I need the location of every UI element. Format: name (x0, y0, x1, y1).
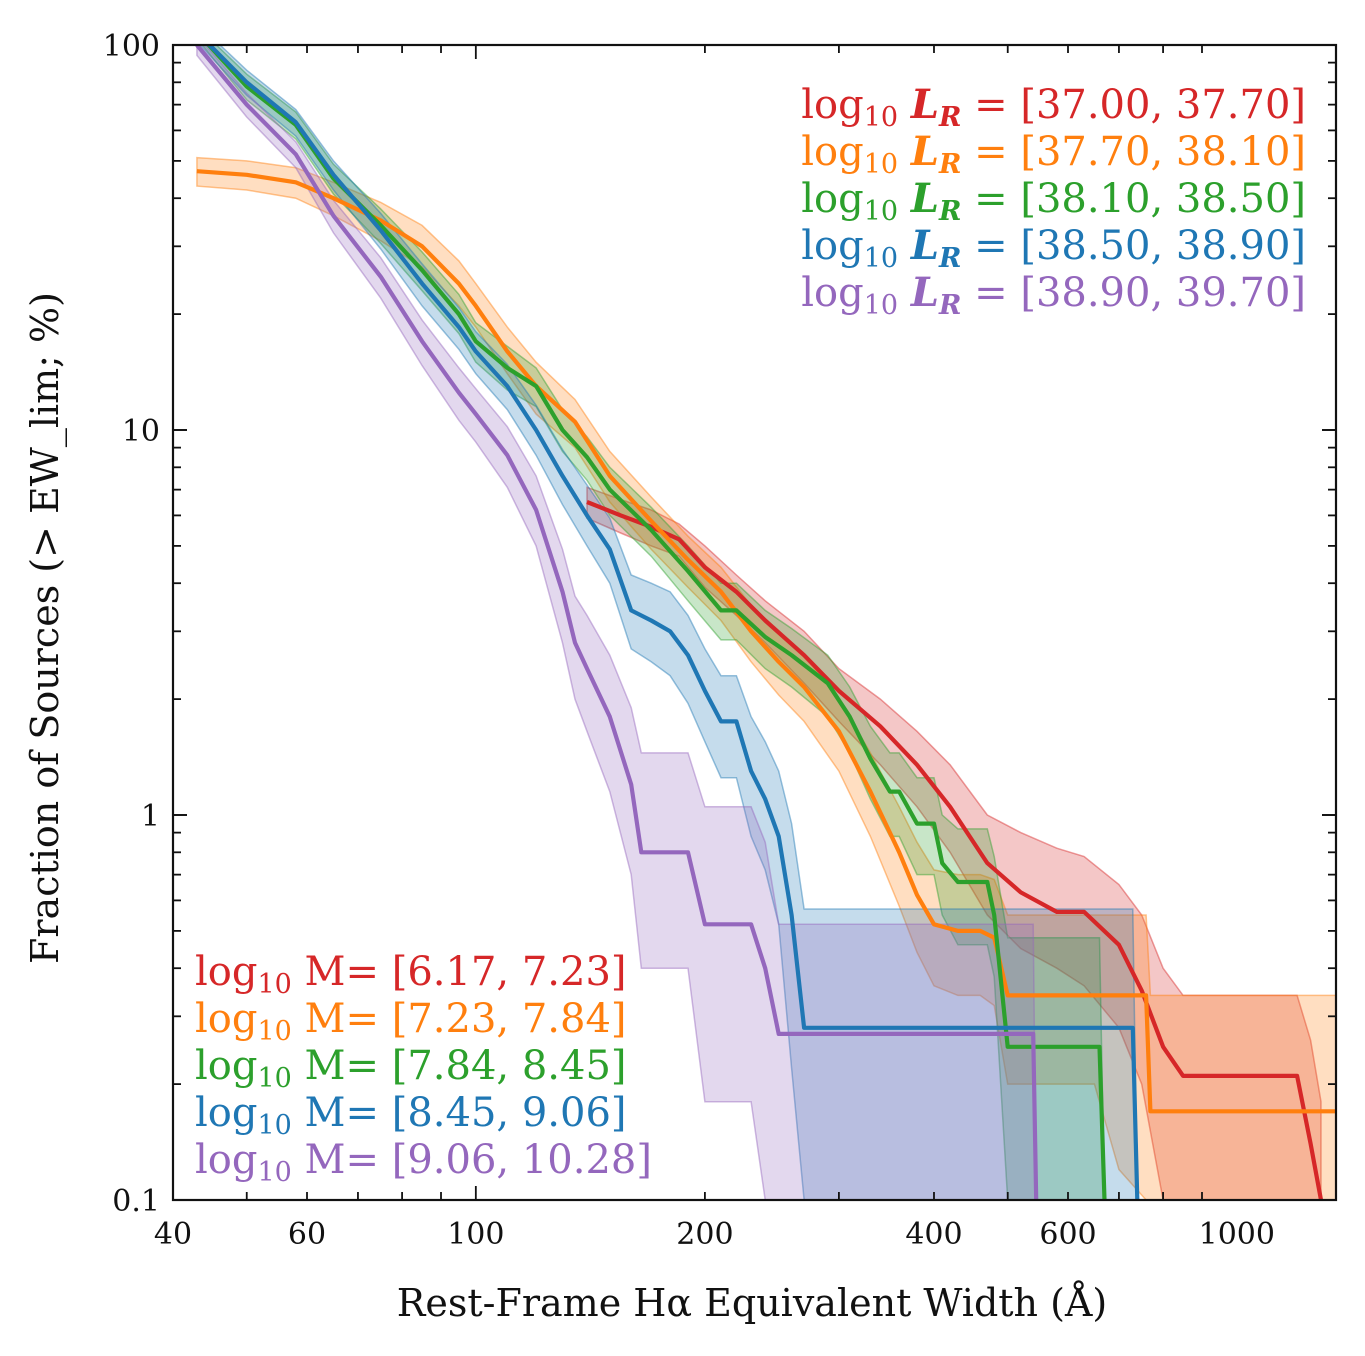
blue-series-line (206, 45, 1140, 1200)
x-tick-label: 1000 (1199, 1217, 1275, 1252)
legend-entry: log10 M= [7.84, 8.45] (195, 1043, 627, 1094)
legend-mass: log10 M= [6.17, 7.23]log10 M= [7.23, 7.8… (195, 949, 652, 1188)
x-tick-label: 40 (154, 1217, 192, 1252)
purple-series-line (195, 45, 1039, 1200)
legend-entry: log10 LR = [38.90, 39.70] (801, 269, 1306, 321)
red-confidence-band (586, 486, 1322, 1200)
x-tick-label: 200 (676, 1217, 733, 1252)
legend-entry: log10 M= [6.17, 7.23] (195, 949, 627, 1000)
x-tick-label: 60 (288, 1217, 326, 1252)
y-tick-label: 100 (103, 29, 160, 64)
legend-entry: log10 LR = [37.70, 38.10] (801, 128, 1306, 180)
y-tick-label: 10 (122, 414, 160, 449)
green-series-line (205, 45, 1107, 1200)
red-series-line (586, 500, 1324, 1200)
x-tick-label: 100 (447, 1217, 504, 1252)
x-tick-label: 600 (1039, 1217, 1096, 1252)
orange-series-line (196, 169, 1336, 1114)
tick-labels: 40 60 100 200 400 600 1000 0.1 1 10 100 (103, 29, 1275, 1252)
orange-confidence-band (196, 156, 1336, 1200)
legend-entry: log10 LR = [37.00, 37.70] (801, 81, 1306, 133)
legend-entry: log10 LR = [38.10, 38.50] (801, 175, 1306, 227)
confidence-bands (196, 45, 1336, 1200)
legend-entry: log10 LR = [38.50, 38.90] (801, 222, 1306, 274)
legend-luminosity: log10 LR = [37.00, 37.70]log10 LR = [37.… (801, 81, 1306, 321)
legend-entry: log10 M= [8.45, 9.06] (195, 1090, 627, 1141)
x-axis-title: Rest-Frame Hα Equivalent Width (Å) (397, 1281, 1107, 1325)
plot-frame (171, 43, 1338, 1202)
x-tick-label: 400 (905, 1217, 962, 1252)
y-tick-label: 0.1 (112, 1184, 160, 1219)
y-tick-label: 1 (141, 799, 160, 834)
y-axis-title: Fraction of Sources (> EW_lim; %) (23, 292, 68, 964)
series-lines (195, 45, 1336, 1200)
purple-confidence-band (196, 45, 1037, 1200)
legend-entry: log10 M= [7.23, 7.84] (195, 996, 627, 1047)
legend-entry: log10 M= [9.06, 10.28] (195, 1137, 652, 1188)
